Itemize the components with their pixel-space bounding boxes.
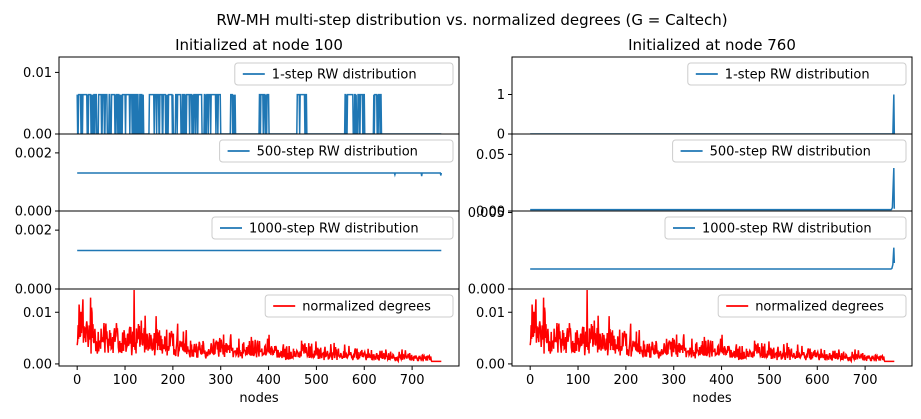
- x-tick-label: 0: [73, 373, 81, 388]
- y-tick-label: 0.000: [15, 283, 52, 298]
- series-line-1-step-rw-distribution: [530, 94, 896, 134]
- panel-right-4: 0.00 0.01 0 100 200 300 400 500 600 700 nodes norma…: [476, 288, 913, 406]
- legend-box: [219, 139, 454, 163]
- x-tick-label: 300: [208, 373, 233, 388]
- legend-label: normalized degrees: [302, 300, 431, 315]
- x-tick-label: 200: [613, 373, 638, 388]
- y-tick-label: 0.005: [468, 206, 505, 221]
- y-tick-label: 0.002: [15, 224, 52, 239]
- panel-title: Initialized at node 760: [628, 36, 796, 54]
- series-line-normalized-degrees: [76, 290, 442, 364]
- legend: 1-step RW distribution: [687, 62, 907, 86]
- x-axis-label: nodes: [239, 391, 278, 406]
- series-line-500-step-rw-distribution: [77, 172, 443, 178]
- y-tick-label: 0.01: [476, 306, 505, 321]
- x-tick-label: 400: [256, 373, 281, 388]
- legend-box: [264, 294, 454, 318]
- y-tick-label: 0.00: [23, 128, 52, 143]
- legend-label: 1-step RW distribution: [272, 68, 417, 83]
- legend-box: [717, 294, 907, 318]
- panels: 0.00 0.01 Initialized at node 100 1-step RW…: [15, 36, 913, 406]
- panel-left-2: 0.000 0.002 500-step RW distribution: [15, 133, 460, 220]
- x-tick-label: 100: [113, 373, 138, 388]
- x-tick-label: 300: [661, 373, 686, 388]
- panel-right-1: 0 1 Initialized at node 760 1-step RW distr…: [497, 36, 913, 143]
- legend-label: 500-step RW distribution: [710, 145, 871, 160]
- legend: 1-step RW distribution: [234, 62, 454, 86]
- legend-label: 1000-step RW distribution: [249, 222, 419, 237]
- y-tick-label: 0: [497, 128, 505, 143]
- legend-box: [672, 139, 907, 163]
- legend: normalized degrees: [264, 294, 454, 318]
- x-tick-label: 500: [757, 373, 782, 388]
- legend: 1000-step RW distribution: [211, 216, 454, 240]
- y-tick-label: 0.000: [468, 283, 505, 298]
- legend-box: [234, 62, 454, 86]
- legend: 1000-step RW distribution: [664, 216, 907, 240]
- y-tick-label: 1: [497, 88, 505, 103]
- y-tick-label: 0.00: [476, 205, 505, 220]
- y-tick-label: 0.01: [23, 306, 52, 321]
- legend-box: [664, 216, 907, 240]
- x-tick-label: 400: [709, 373, 734, 388]
- y-tick-label: 0.002: [15, 146, 52, 161]
- y-tick-label: 0.00: [476, 357, 505, 372]
- legend: normalized degrees: [717, 294, 907, 318]
- y-tick-label: 0.000: [15, 205, 52, 220]
- legend: 500-step RW distribution: [672, 139, 907, 163]
- figure-suptitle: RW-MH multi-step distribution vs. normal…: [216, 11, 727, 29]
- panel-left-4: 0.00 0.01 0 100 200 300 400 500 600 700 nodes norma…: [23, 288, 460, 406]
- x-tick-label: 200: [160, 373, 185, 388]
- x-tick-label: 700: [400, 373, 425, 388]
- panel-left-1: 0.00 0.01 Initialized at node 100 1-step RW…: [23, 36, 460, 143]
- legend-box: [211, 216, 454, 240]
- panel-right-2: 0.00 0.05 500-step RW distribution: [476, 133, 913, 220]
- panel-title: Initialized at node 100: [175, 36, 343, 54]
- x-tick-label: 0: [526, 373, 534, 388]
- legend-label: 1000-step RW distribution: [702, 222, 872, 237]
- axes-frame: [511, 288, 913, 367]
- series-line-500-step-rw-distribution: [530, 167, 896, 211]
- series-line-1000-step-rw-distribution: [530, 247, 896, 270]
- series-line-1-step-rw-distribution: [76, 93, 442, 134]
- x-tick-label: 100: [566, 373, 591, 388]
- x-tick-label: 700: [853, 373, 878, 388]
- legend-label: normalized degrees: [755, 300, 884, 315]
- y-tick-label: 0.01: [23, 66, 52, 81]
- legend-box: [687, 62, 907, 86]
- panel-right-3: 0.000 0.005 1000-step RW distribution: [468, 206, 913, 298]
- panel-left-3: 0.000 0.002 1000-step RW distribution: [15, 210, 460, 298]
- x-axis-label: nodes: [692, 391, 731, 406]
- y-tick-label: 0.00: [23, 357, 52, 372]
- y-tick-label: 0.05: [476, 148, 505, 163]
- legend: 500-step RW distribution: [219, 139, 454, 163]
- legend-label: 1-step RW distribution: [725, 68, 870, 83]
- x-tick-label: 600: [805, 373, 830, 388]
- series-line-normalized-degrees: [529, 290, 895, 364]
- x-tick-label: 600: [352, 373, 377, 388]
- axes-frame: [58, 288, 460, 367]
- legend-label: 500-step RW distribution: [257, 145, 418, 160]
- x-tick-label: 500: [304, 373, 329, 388]
